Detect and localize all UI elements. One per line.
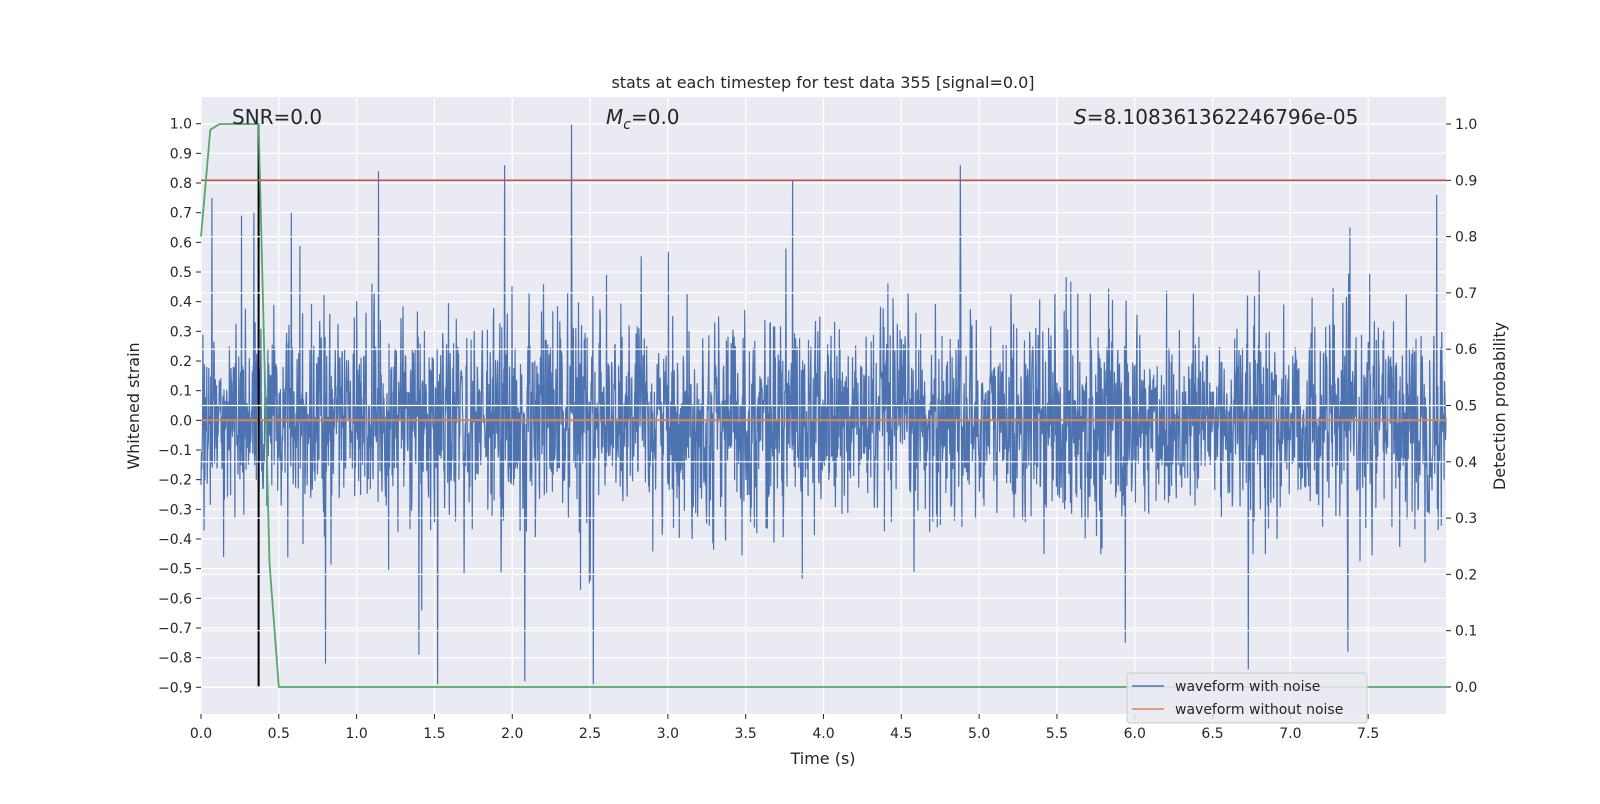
y2-tick-label: 0.3 <box>1455 511 1477 527</box>
x-tick-label: 4.5 <box>890 726 912 742</box>
y2-tick-label: 0.6 <box>1455 342 1477 358</box>
snr-annotation: SNR=0.0 <box>232 105 322 129</box>
y-tick-label: −0.9 <box>158 680 192 696</box>
probability-line <box>200 123 1446 688</box>
mc-subscript: c <box>623 117 631 133</box>
ticks-left: 1.0 0.9 0.8 0.7 0.6 0.5 0.4 0.3 0.2 0.1 0.0 −0.1 −0.… <box>158 117 201 696</box>
x-tick-label: 1.0 <box>345 726 367 742</box>
y-tick-label: 0.3 <box>170 324 192 340</box>
x-tick-label: 0.0 <box>190 726 212 742</box>
x-tick-label: 3.5 <box>735 726 757 742</box>
x-tick-label: 1.5 <box>423 726 445 742</box>
y-tick-label: 0.7 <box>170 206 192 222</box>
probability-lines <box>200 123 1446 688</box>
y2-tick-label: 0.2 <box>1455 567 1477 583</box>
series-noise-line <box>200 123 1447 685</box>
x-tick-label: 5.5 <box>1046 726 1068 742</box>
y-tick-label: 1.0 <box>170 117 192 133</box>
y-tick-label: 0.4 <box>170 295 192 311</box>
x-tick-label: 6.5 <box>1201 726 1223 742</box>
x-tick-label: 2.0 <box>501 726 523 742</box>
legend: waveform with noise waveform without noi… <box>1126 672 1368 724</box>
y-tick-label: −0.6 <box>158 591 192 607</box>
x-tick-label: 5.0 <box>968 726 990 742</box>
y2-tick-label: 0.0 <box>1455 680 1477 696</box>
y-tick-label: 0.2 <box>170 354 192 370</box>
s-symbol: S <box>1074 105 1087 129</box>
y-tick-label: −0.3 <box>158 502 192 518</box>
y-tick-label: −0.5 <box>158 562 192 578</box>
noise-waveform <box>200 123 1447 685</box>
s-annotation: S=8.108361362246796e-05 <box>1074 105 1358 129</box>
y-tick-label: 0.8 <box>170 176 192 192</box>
x-tick-label: 4.0 <box>812 726 834 742</box>
y-tick-label: 0.6 <box>170 235 192 251</box>
legend-label-noise: waveform with noise <box>1175 679 1320 695</box>
legend-label-clean: waveform without noise <box>1175 702 1343 718</box>
y-tick-label: 0.9 <box>170 146 192 162</box>
y-tick-label: −0.2 <box>158 473 192 489</box>
legend-box <box>1126 672 1368 724</box>
s-value: =8.108361362246796e-05 <box>1087 105 1359 129</box>
y-tick-label: 0.1 <box>170 384 192 400</box>
y-tick-label: −0.4 <box>158 532 192 548</box>
y-tick-label: −0.7 <box>158 621 192 637</box>
y-tick-label: 0.0 <box>170 413 192 429</box>
chart-title: stats at each timestep for test data 355… <box>611 73 1034 92</box>
y-axis-label: Whitened strain <box>124 342 143 469</box>
y2-tick-label: 0.4 <box>1455 455 1477 471</box>
ticks-x: 0.0 0.5 1.0 1.5 2.0 2.5 3.0 3.5 4.0 4.5 5.0 5.5 6.0 6… <box>190 714 1379 742</box>
y-tick-label: −0.1 <box>158 443 192 459</box>
y2-tick-label: 0.7 <box>1455 286 1477 302</box>
y-tick-label: 0.5 <box>170 265 192 281</box>
x-tick-label: 7.5 <box>1357 726 1379 742</box>
mc-value: =0.0 <box>631 105 680 129</box>
y2-tick-label: 0.1 <box>1455 624 1477 640</box>
y2-tick-label: 0.5 <box>1455 399 1477 415</box>
x-tick-label: 2.5 <box>579 726 601 742</box>
y2-tick-label: 0.9 <box>1455 173 1477 189</box>
x-tick-label: 3.0 <box>657 726 679 742</box>
x-tick-label: 6.0 <box>1124 726 1146 742</box>
y2-tick-label: 1.0 <box>1455 117 1477 133</box>
y2-axis-label: Detection probability <box>1490 322 1509 490</box>
mc-symbol: M <box>606 105 623 129</box>
y-tick-label: −0.8 <box>158 651 192 667</box>
mc-annotation: Mc=0.0 <box>606 105 680 133</box>
y2-tick-label: 0.8 <box>1455 230 1477 246</box>
x-tick-label: 0.5 <box>268 726 290 742</box>
ticks-right: 1.0 0.9 0.8 0.7 0.6 0.5 0.4 0.3 0.2 0.1 0.0 <box>1446 117 1477 696</box>
x-axis-label: Time (s) <box>789 749 855 768</box>
x-tick-label: 7.0 <box>1279 726 1301 742</box>
